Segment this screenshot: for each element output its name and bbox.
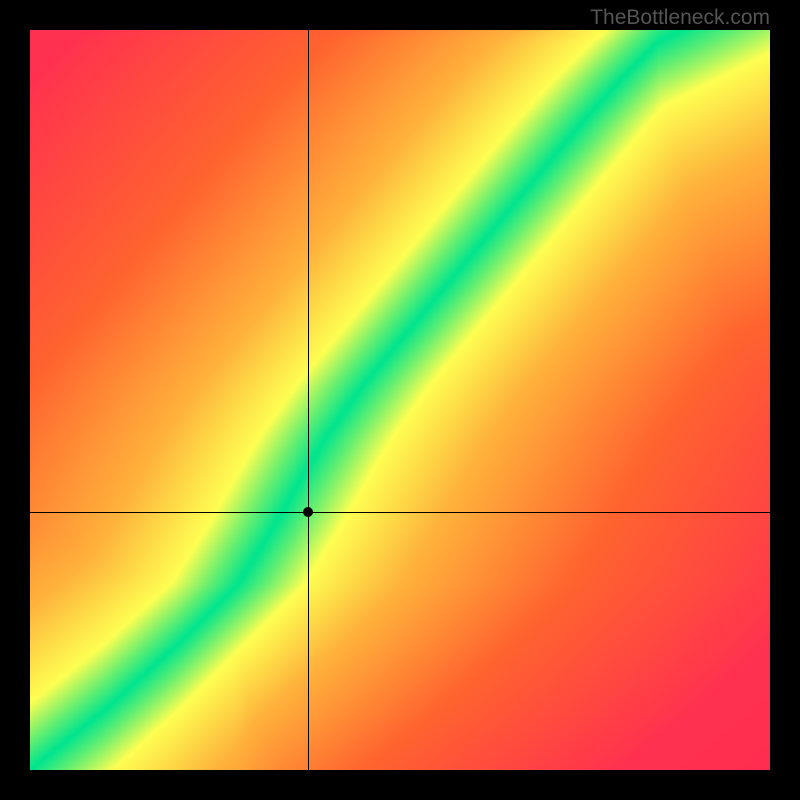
bottleneck-heatmap bbox=[30, 30, 770, 770]
heatmap-canvas bbox=[30, 30, 770, 770]
crosshair-horizontal bbox=[30, 512, 770, 513]
crosshair-marker bbox=[303, 507, 313, 517]
watermark-label: TheBottleneck.com bbox=[590, 6, 770, 30]
crosshair-vertical bbox=[308, 30, 309, 770]
